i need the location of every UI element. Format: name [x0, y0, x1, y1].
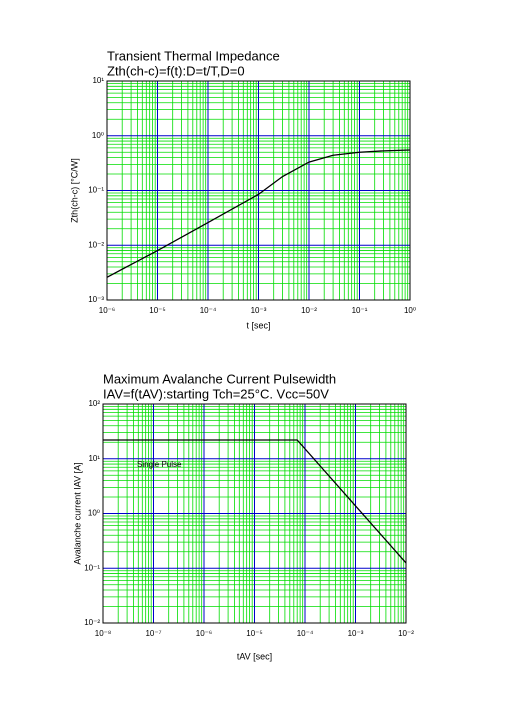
chart-subtitle: Zth(ch-c)=f(t):D=t/T,D=0 — [107, 63, 245, 78]
data-line — [106, 149, 411, 278]
plot-frame — [102, 403, 407, 624]
x-tick-label: 10⁻² — [301, 306, 317, 315]
annotation: Single Pulse — [137, 460, 182, 469]
data-line — [103, 439, 407, 564]
y-tick-label: 10⁰ — [92, 131, 104, 140]
chart-subtitle: IAV=f(tAV):starting Tch=25°C. Vcc=50V — [103, 386, 329, 401]
x-tick-label: 10⁻¹ — [352, 306, 368, 315]
x-axis-label: tAV [sec] — [237, 651, 272, 661]
x-tick-label: 10⁻⁴ — [297, 629, 314, 638]
y-tick-label: 10⁻¹ — [88, 186, 104, 195]
y-tick-label: 10⁻² — [84, 618, 100, 627]
x-tick-label: 10⁻⁵ — [149, 306, 165, 315]
x-axis-label: t [sec] — [246, 320, 270, 330]
x-tick-label: 10⁰ — [404, 306, 416, 315]
x-tick-label: 10⁻³ — [348, 629, 364, 638]
x-tick-label: 10⁻⁵ — [246, 629, 262, 638]
x-tick-label: 10⁻⁷ — [145, 629, 161, 638]
chart-title: Maximum Avalanche Current Pulsewidth — [103, 371, 336, 386]
y-tick-label: 10¹ — [88, 454, 100, 463]
y-tick-label: 10⁻² — [88, 240, 104, 249]
x-tick-label: 10⁻³ — [251, 306, 267, 315]
y-tick-label: 10⁻¹ — [84, 563, 100, 572]
chart-title: Transient Thermal Impedance — [107, 48, 280, 63]
y-tick-label: 10¹ — [92, 76, 104, 85]
y-tick-label: 10⁻³ — [88, 295, 104, 304]
x-tick-label: 10⁻⁸ — [95, 629, 112, 638]
x-tick-label: 10⁻⁶ — [99, 306, 115, 315]
y-axis-label: Zth(ch-c) [°C/W] — [69, 158, 79, 223]
y-tick-label: 10² — [88, 399, 100, 408]
y-axis-label: Avalanche current IAV [A] — [72, 462, 82, 564]
x-tick-label: 10⁻² — [398, 629, 414, 638]
plot-frame — [106, 80, 411, 301]
x-tick-label: 10⁻⁴ — [200, 306, 217, 315]
y-tick-label: 10⁰ — [88, 509, 100, 518]
x-tick-label: 10⁻⁶ — [196, 629, 212, 638]
